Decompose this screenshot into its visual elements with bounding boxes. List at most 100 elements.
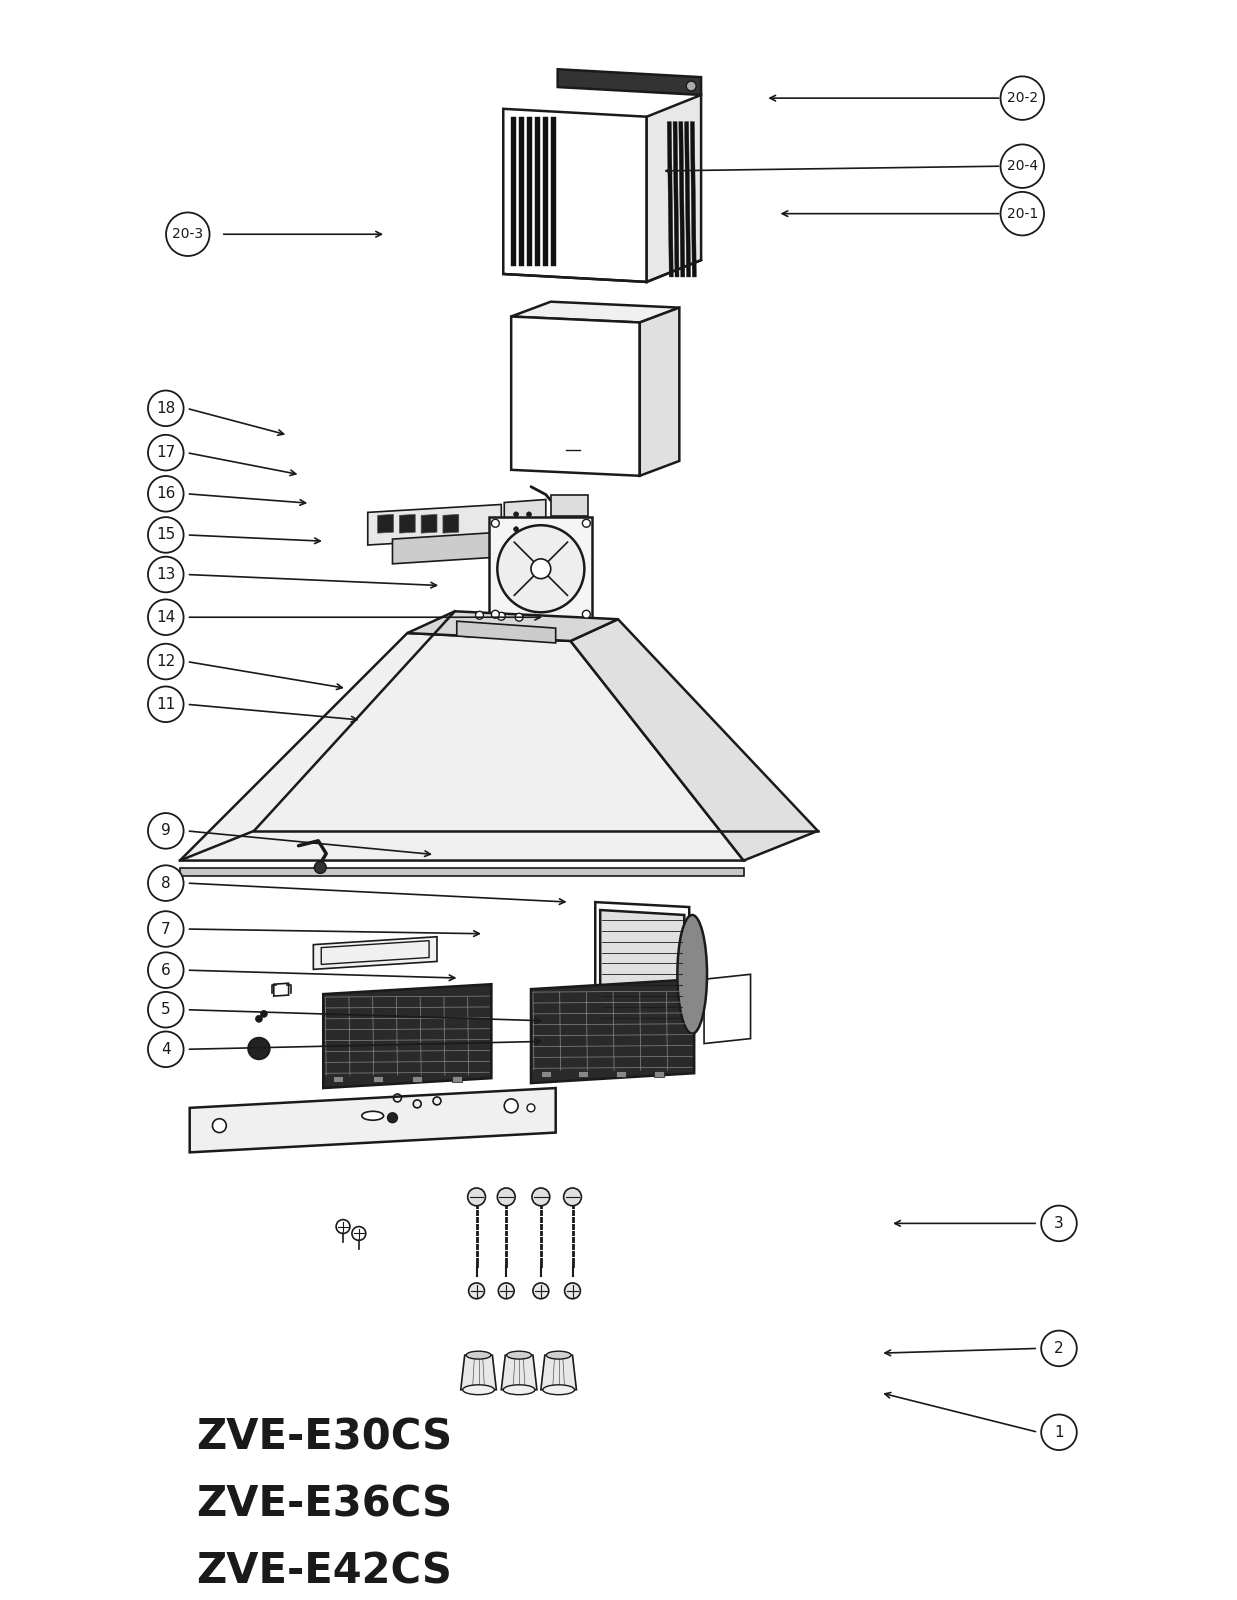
Text: 11: 11 — [156, 696, 176, 712]
Text: 6: 6 — [161, 963, 171, 978]
Circle shape — [527, 512, 532, 517]
Text: ZVE-E30CS: ZVE-E30CS — [197, 1416, 453, 1459]
Polygon shape — [640, 307, 679, 475]
Bar — [550, 494, 589, 517]
Text: 12: 12 — [156, 654, 176, 669]
Circle shape — [148, 435, 183, 470]
Text: 4: 4 — [161, 1042, 171, 1056]
Bar — [490, 517, 593, 621]
Circle shape — [148, 912, 183, 947]
Circle shape — [583, 610, 590, 618]
Polygon shape — [400, 514, 416, 533]
Text: 13: 13 — [156, 566, 176, 582]
Polygon shape — [377, 514, 393, 533]
Polygon shape — [543, 117, 548, 266]
Ellipse shape — [543, 1386, 574, 1395]
Text: 8: 8 — [161, 875, 171, 891]
Polygon shape — [456, 621, 555, 643]
Circle shape — [505, 1099, 518, 1112]
Circle shape — [148, 866, 183, 901]
Text: 20-1: 20-1 — [1007, 206, 1038, 221]
Circle shape — [148, 643, 183, 680]
Text: 20-4: 20-4 — [1007, 158, 1038, 173]
Circle shape — [148, 813, 183, 848]
Circle shape — [531, 558, 550, 579]
Polygon shape — [367, 504, 501, 546]
Circle shape — [261, 1011, 267, 1018]
Circle shape — [687, 82, 696, 91]
Circle shape — [148, 557, 183, 592]
Polygon shape — [570, 619, 818, 861]
Bar — [653, 1072, 663, 1077]
Bar — [372, 1077, 382, 1082]
Polygon shape — [531, 979, 694, 1083]
Polygon shape — [179, 634, 743, 861]
Bar — [333, 1077, 343, 1082]
Polygon shape — [511, 117, 516, 266]
Circle shape — [491, 610, 500, 618]
Text: 16: 16 — [156, 486, 176, 501]
Polygon shape — [443, 514, 459, 533]
Polygon shape — [541, 1355, 576, 1390]
Circle shape — [468, 1187, 485, 1206]
Circle shape — [1001, 144, 1044, 187]
Polygon shape — [323, 984, 491, 1088]
Polygon shape — [679, 122, 685, 277]
Circle shape — [475, 611, 484, 619]
Text: 20-3: 20-3 — [172, 227, 203, 242]
Circle shape — [527, 1104, 534, 1112]
Circle shape — [148, 390, 183, 426]
Polygon shape — [460, 1355, 496, 1390]
Polygon shape — [511, 302, 679, 323]
Polygon shape — [407, 611, 618, 642]
Circle shape — [148, 475, 183, 512]
Circle shape — [469, 1283, 485, 1299]
Text: 2: 2 — [1054, 1341, 1064, 1355]
Circle shape — [1001, 192, 1044, 235]
Text: 3: 3 — [1054, 1216, 1064, 1230]
Text: 18: 18 — [156, 402, 176, 416]
Circle shape — [1001, 77, 1044, 120]
Ellipse shape — [466, 1350, 491, 1358]
Circle shape — [336, 1219, 350, 1234]
Polygon shape — [501, 1355, 537, 1390]
Circle shape — [148, 686, 183, 722]
Circle shape — [1042, 1414, 1076, 1450]
Ellipse shape — [503, 1386, 534, 1395]
Circle shape — [497, 1187, 515, 1206]
Polygon shape — [558, 69, 701, 94]
Polygon shape — [527, 117, 532, 266]
Circle shape — [527, 541, 532, 547]
Bar — [616, 1072, 626, 1077]
Polygon shape — [667, 122, 673, 277]
Circle shape — [148, 992, 183, 1027]
Circle shape — [491, 520, 500, 528]
Circle shape — [148, 1032, 183, 1067]
Polygon shape — [534, 117, 539, 266]
Ellipse shape — [547, 1350, 571, 1358]
Circle shape — [499, 1283, 515, 1299]
Text: 9: 9 — [161, 824, 171, 838]
Polygon shape — [505, 499, 546, 565]
Circle shape — [213, 1118, 226, 1133]
Circle shape — [1042, 1331, 1076, 1366]
Polygon shape — [179, 869, 743, 877]
Text: 17: 17 — [156, 445, 176, 461]
Circle shape — [351, 1227, 366, 1240]
Circle shape — [513, 541, 518, 547]
Circle shape — [1042, 1205, 1076, 1242]
Text: ZVE-E36CS: ZVE-E36CS — [197, 1483, 453, 1526]
Ellipse shape — [463, 1386, 495, 1395]
Circle shape — [513, 526, 518, 531]
Circle shape — [583, 520, 590, 528]
Bar — [541, 1072, 550, 1077]
Text: 7: 7 — [161, 922, 171, 936]
Polygon shape — [503, 109, 647, 282]
Polygon shape — [421, 514, 437, 533]
Text: 5: 5 — [161, 1002, 171, 1018]
Polygon shape — [511, 317, 640, 475]
Ellipse shape — [507, 1350, 532, 1358]
Circle shape — [532, 1187, 549, 1206]
Circle shape — [249, 1038, 270, 1059]
Circle shape — [166, 213, 209, 256]
